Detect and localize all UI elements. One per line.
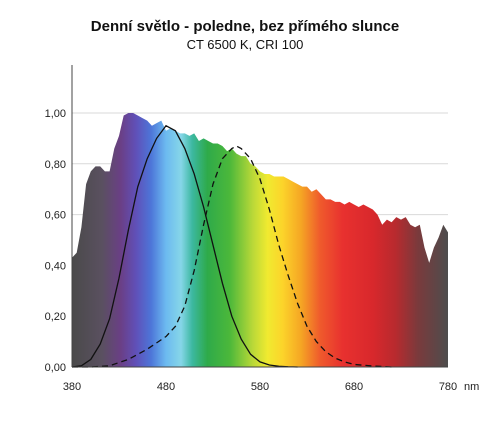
chart-title: Denní světlo - poledne, bez přímého slun… xyxy=(90,18,400,35)
data-layer xyxy=(71,113,448,368)
y-tick-label: 1,00 xyxy=(45,108,66,120)
y-tick-label: 0,20 xyxy=(45,311,66,323)
spectrum-area xyxy=(72,113,448,367)
y-tick-label: 0,00 xyxy=(45,362,66,374)
x-tick-label: 580 xyxy=(251,381,269,393)
y-tick-label: 0,80 xyxy=(45,159,66,171)
x-tick-label: 480 xyxy=(157,381,175,393)
axes: 0,00 0,20 0,40 0,60 0,80 1,00 380 480 580 680 780 n… xyxy=(45,65,479,393)
x-unit-label: nm xyxy=(464,381,479,393)
x-tick-label: 380 xyxy=(63,381,81,393)
x-tick-label: 780 xyxy=(439,381,457,393)
luminosity-scotopic-line xyxy=(71,124,298,368)
luminosity-photopic-line xyxy=(72,145,392,368)
y-tick-label: 0,60 xyxy=(45,210,66,222)
x-tick-label: 680 xyxy=(345,381,363,393)
chart-subtitle: CT 6500 K, CRI 100 xyxy=(186,37,304,52)
y-tick-label: 0,40 xyxy=(45,260,66,272)
